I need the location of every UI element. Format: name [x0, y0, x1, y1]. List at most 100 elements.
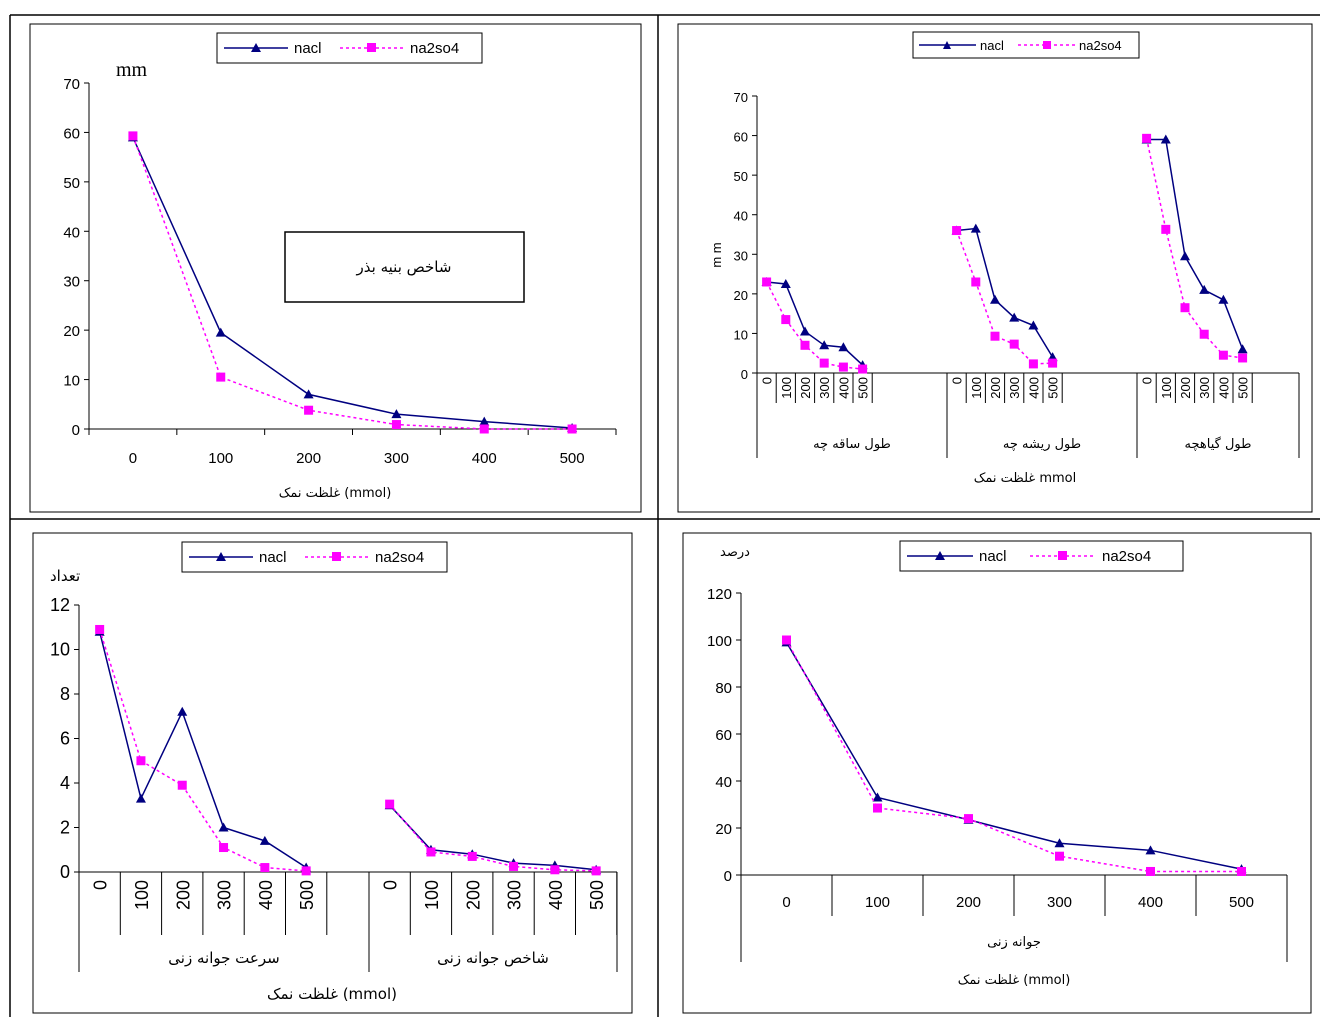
c4-nacl-point [872, 792, 883, 802]
c2-group3-na2so4-point [1180, 303, 1190, 313]
c3-y-tick-label: 2 [60, 818, 70, 838]
c2-group3-na2so4-point [1199, 329, 1209, 339]
c1-y-tick-label: 0 [72, 422, 80, 439]
c3-x-tick-label: 400 [256, 880, 276, 910]
c3-group1-na2so4-line [98, 629, 307, 872]
c2-group3-nacl-point [1218, 294, 1229, 304]
c3-y-tick-label: 12 [50, 595, 70, 615]
c3-group2-na2so4-point [591, 866, 601, 876]
chart-3-y-ticks: 0 2 4 6 8 10 12 [50, 595, 70, 882]
c3-y-tick-label: 6 [60, 729, 70, 749]
c1-nacl-line [132, 137, 573, 429]
c2-x-tick-label: 300 [817, 377, 832, 399]
c4-na2so4-point [1146, 866, 1155, 876]
c3-x-tick-label: 100 [132, 880, 152, 910]
chart-1-legend-nacl-label: nacl [294, 40, 322, 57]
c2-y-tick-label: 30 [734, 248, 748, 263]
c4-y-tick-label: 0 [724, 868, 732, 885]
c2-group1-na2so4-point [800, 340, 810, 350]
c3-group2-na2so4-line [389, 803, 597, 872]
c3-group2-na2so4-point [426, 847, 436, 857]
c2-group1-nacl-point [800, 326, 810, 336]
c2-group3-nacl-point [1180, 251, 1190, 261]
chart-1-annotation-box [284, 231, 525, 303]
c2-group2-na2so4-point [1009, 339, 1019, 349]
c2-group1-nacl-point [819, 340, 830, 350]
c4-x-tick-label: 100 [865, 894, 890, 911]
c2-x-tick-label: 200 [798, 377, 813, 399]
c4-na2so4-point [1237, 866, 1246, 876]
c2-group2-nacl-line [956, 227, 1054, 358]
c2-x-tick-label: 0 [1140, 377, 1155, 384]
c2-group2-na2so4-line [955, 230, 1053, 365]
c3-group1-nacl-point [135, 793, 146, 803]
c1-x-tick-label: 200 [296, 450, 321, 467]
chart-1-legend-na2so4-label: na2so4 [410, 40, 459, 57]
c2-x-tick-label: 400 [1216, 377, 1231, 399]
chart-2-y-axis-title: m m [709, 242, 724, 267]
c2-y-tick-label: 0 [741, 367, 748, 382]
c3-y-tick-label: 8 [60, 684, 70, 704]
c2-x-tick-label: 100 [1159, 377, 1174, 399]
c2-group2-nacl-point [990, 294, 1000, 304]
c1-x-tick-label: 0 [129, 450, 137, 467]
c4-na2so4-point [873, 803, 882, 813]
c1-na2so4-line [132, 135, 573, 430]
chart-3: nacl na2so4 تعداد 0 2 4 6 8 10 12 0 100 200 300 40… [50, 541, 618, 1003]
c4-x-tick-label: 500 [1229, 894, 1254, 911]
c3-group-label: سرعت جوانه زنی [168, 949, 279, 967]
c1-x-tick-label: 300 [384, 450, 409, 467]
c2-group2-nacl-point [970, 223, 981, 233]
c3-group1-na2so4-point [301, 866, 311, 876]
c3-group1-na2so4-point [260, 863, 270, 873]
chart-3-legend: nacl na2so4 [181, 541, 448, 573]
c3-x-tick-label: 500 [587, 880, 607, 910]
c3-x-tick-label: 200 [463, 880, 483, 910]
c2-group3-na2so4-point [1142, 133, 1152, 143]
c1-y-tick-label: 60 [63, 125, 80, 142]
c2-x-tick-label: 0 [760, 377, 775, 384]
chart-4-legend-nacl-label: nacl [979, 548, 1007, 565]
chart-4-legend-na2so4-label: na2so4 [1102, 548, 1151, 565]
chart-1-legend: nacl na2so4 [216, 32, 483, 64]
c2-group1-na2so4-line [765, 281, 863, 370]
chart-3-legend-na2so4-marker [332, 552, 341, 561]
c2-x-tick-label: 300 [1007, 377, 1022, 399]
chart-4-legend: nacl na2so4 [899, 540, 1184, 572]
chart-3-legend-nacl-label: nacl [259, 549, 287, 566]
c2-y-tick-label: 10 [734, 327, 748, 342]
c2-group3-na2so4-line [1145, 138, 1243, 359]
chart-4-unit-label: درصد [720, 545, 750, 560]
c3-group1-nacl-point [218, 822, 229, 832]
c1-nacl-point [479, 416, 490, 426]
c2-group2-na2so4-point [971, 277, 981, 287]
chart-2-legend-nacl-marker [943, 41, 951, 49]
c2-y-tick-label: 40 [734, 209, 748, 224]
c3-x-tick-label: 300 [505, 880, 525, 910]
c3-x-tick-label: 0 [381, 880, 401, 890]
c4-na2so4-line [785, 639, 1242, 873]
chart-4-series [781, 635, 1247, 876]
c2-group-label: طول ریشه چه [1003, 437, 1081, 452]
c3-group1-na2so4-point [136, 756, 146, 766]
c3-group1-na2so4-point [95, 624, 105, 634]
chart-1-series [127, 131, 578, 434]
chart-4-frame [682, 532, 1312, 1014]
chart-2-legend-nacl-label: nacl [980, 38, 1004, 53]
c2-x-tick-label: 100 [779, 377, 794, 399]
c1-y-tick-label: 10 [63, 373, 80, 390]
c1-nacl-point [303, 389, 314, 399]
chart-3-series [94, 624, 602, 876]
c1-y-tick-label: 20 [63, 323, 80, 340]
c2-group3-nacl-point [1199, 284, 1210, 294]
chart-2-x-axis-title: غلظت نمک mmol [974, 471, 1076, 486]
c2-group1-na2so4-point [858, 364, 868, 374]
c2-x-tick-label: 500 [856, 377, 871, 399]
c4-x-tick-label: 400 [1138, 894, 1163, 911]
c3-group1-na2so4-point [177, 780, 187, 790]
c3-x-tick-label: 0 [91, 880, 111, 890]
c1-y-tick-label: 30 [63, 274, 80, 291]
chart-4-legend-na2so4-marker [1058, 551, 1067, 560]
c4-nacl-line [785, 641, 1242, 870]
c3-group1-nacl-line [98, 631, 307, 869]
